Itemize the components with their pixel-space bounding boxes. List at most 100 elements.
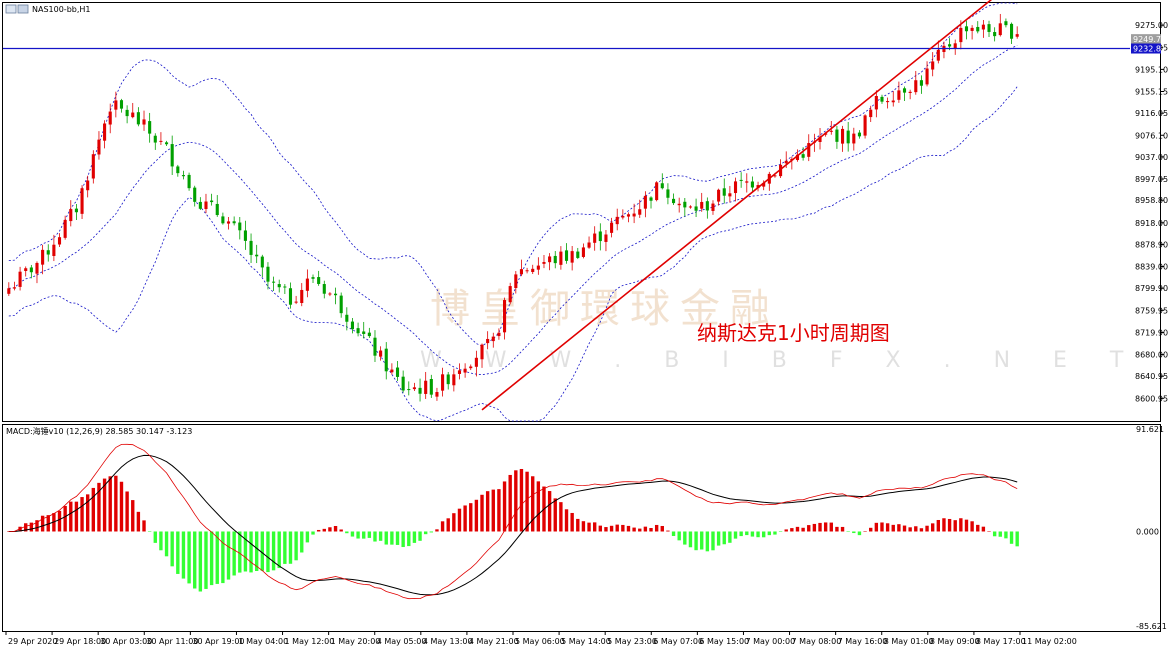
macd-histogram-bar xyxy=(1015,531,1019,547)
macd-histogram-bar xyxy=(654,524,659,532)
time-tick-label: 6 May 15:00 xyxy=(699,637,749,646)
candle xyxy=(852,127,856,151)
candle xyxy=(249,233,253,264)
candle-body xyxy=(936,49,940,61)
macd-histogram-bar xyxy=(784,529,788,532)
macd-histogram-bar xyxy=(790,528,794,532)
candle-body xyxy=(795,154,800,161)
candle-body xyxy=(57,237,62,245)
candle-body xyxy=(784,160,788,164)
candle xyxy=(717,188,721,206)
candle-body xyxy=(981,24,985,30)
candle-body xyxy=(869,109,873,118)
candle xyxy=(728,185,732,203)
candle-body xyxy=(103,123,107,141)
candle-body xyxy=(919,80,923,86)
candle-body xyxy=(345,314,349,322)
candle xyxy=(255,244,259,264)
macd-histogram-bar xyxy=(981,526,986,532)
macd-label: MACD:海锤v10 (12,26,9) 28.585 30.147 -3.12… xyxy=(6,426,192,436)
macd-histogram-bar xyxy=(801,527,805,532)
macd-histogram-bar xyxy=(108,476,112,532)
candle-body xyxy=(874,95,878,110)
macd-histogram-bar xyxy=(300,531,304,553)
macd-histogram-bar xyxy=(136,511,141,532)
macd-histogram-bar xyxy=(840,526,845,532)
candle-body xyxy=(846,130,850,144)
macd-histogram-bar xyxy=(773,531,777,535)
time-tick-label: 5 May 23:00 xyxy=(607,637,657,646)
candle xyxy=(114,91,118,118)
candle-body xyxy=(12,287,16,289)
candle xyxy=(1010,22,1014,45)
candle-body xyxy=(238,222,242,231)
time-tick-label: 4 May 05:00 xyxy=(377,637,427,646)
candle xyxy=(626,212,631,223)
candle xyxy=(863,114,867,139)
macd-histogram-bar xyxy=(987,531,991,532)
candle-body xyxy=(181,175,185,177)
candle-body xyxy=(897,90,901,100)
macd-histogram-bar xyxy=(446,518,450,532)
macd-histogram-bar xyxy=(271,531,276,571)
macd-histogram-bar xyxy=(531,476,535,532)
candle-body xyxy=(531,268,535,272)
candle-body xyxy=(429,379,433,395)
candle-body xyxy=(508,286,512,303)
candle-body xyxy=(176,166,180,174)
macd-histogram-bar xyxy=(491,489,495,532)
candle-body xyxy=(367,332,371,337)
candle xyxy=(328,292,332,297)
macd-histogram-bar xyxy=(395,531,400,545)
candle-body xyxy=(18,271,22,287)
candle-body xyxy=(581,247,585,257)
candle xyxy=(587,236,591,249)
candle xyxy=(401,370,405,393)
macd-histogram-bar xyxy=(953,520,957,532)
trend-line[interactable] xyxy=(481,0,1034,411)
macd-histogram-bar xyxy=(761,531,766,538)
candle-body xyxy=(29,267,33,273)
candle-body xyxy=(779,164,783,177)
price-tick-label: 9275.00 xyxy=(1135,21,1168,30)
candle xyxy=(897,81,901,103)
candle xyxy=(379,346,383,361)
candle xyxy=(232,216,236,226)
candle xyxy=(317,270,321,286)
candle-body xyxy=(441,374,445,391)
candle xyxy=(74,203,78,221)
macd-histogram-bar xyxy=(852,531,856,534)
candle-body xyxy=(959,27,963,43)
candle xyxy=(531,264,535,274)
candle xyxy=(683,197,687,217)
candle-body xyxy=(626,214,631,217)
candle xyxy=(46,244,50,262)
candle-body xyxy=(339,295,343,314)
candle xyxy=(874,90,878,118)
price-label-text: 9249.70 xyxy=(1133,35,1166,44)
candle xyxy=(835,125,839,149)
candle xyxy=(7,282,11,296)
candle xyxy=(311,274,315,283)
macd-histogram-bar xyxy=(705,531,710,552)
time-tick-label: 7 May 16:00 xyxy=(838,637,888,646)
candle xyxy=(615,208,619,231)
candle xyxy=(739,172,743,188)
macd-histogram-bar xyxy=(142,520,146,532)
candle-body xyxy=(41,249,45,265)
price-label-box xyxy=(1131,43,1161,54)
time-tick-label: 5 May 14:00 xyxy=(561,637,611,646)
macd-histogram-bar xyxy=(243,531,248,572)
candle xyxy=(103,120,107,149)
candle xyxy=(57,233,62,247)
macd-histogram-bar xyxy=(671,531,676,536)
macd-histogram-bar xyxy=(919,528,924,532)
candle-body xyxy=(424,380,428,394)
candle xyxy=(446,371,450,390)
macd-axis: 91.621 0.000 -85.621 xyxy=(1136,425,1167,631)
candle xyxy=(576,247,580,260)
candle xyxy=(294,295,298,305)
candle xyxy=(283,284,287,295)
